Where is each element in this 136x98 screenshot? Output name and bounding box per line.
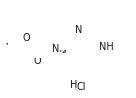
Text: NH: NH [52,44,67,54]
Text: 2: 2 [61,48,66,54]
Polygon shape [49,44,52,55]
Text: O: O [23,33,30,43]
Text: NH: NH [99,42,114,52]
Text: H: H [70,80,77,90]
Text: O: O [34,56,41,66]
Text: N: N [75,25,82,35]
Text: Cl: Cl [77,82,86,92]
